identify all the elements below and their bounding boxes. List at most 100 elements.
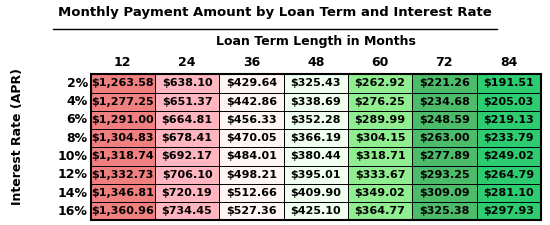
Text: 36: 36 [243,56,260,70]
Text: $349.02: $349.02 [355,188,405,198]
Text: $221.26: $221.26 [419,78,470,88]
Text: $395.01: $395.01 [290,170,341,180]
Text: $456.33: $456.33 [226,115,277,125]
FancyBboxPatch shape [91,184,155,202]
Text: 4%: 4% [67,95,88,108]
Text: $325.38: $325.38 [419,206,470,216]
FancyBboxPatch shape [284,202,348,220]
Text: 84: 84 [500,56,518,70]
Text: $277.89: $277.89 [419,151,470,162]
FancyBboxPatch shape [219,166,284,184]
FancyBboxPatch shape [155,147,219,166]
FancyBboxPatch shape [348,111,412,129]
FancyBboxPatch shape [348,184,412,202]
Text: Loan Term Length in Months: Loan Term Length in Months [216,35,416,48]
Text: $233.79: $233.79 [483,133,534,143]
Text: Interest Rate (APR): Interest Rate (APR) [11,68,24,205]
Text: $234.68: $234.68 [419,97,470,107]
FancyBboxPatch shape [476,166,541,184]
Text: $289.99: $289.99 [354,115,405,125]
FancyBboxPatch shape [219,202,284,220]
Text: $352.28: $352.28 [290,115,341,125]
FancyBboxPatch shape [155,166,219,184]
FancyBboxPatch shape [91,129,155,147]
FancyBboxPatch shape [284,184,348,202]
Text: $297.93: $297.93 [483,206,534,216]
FancyBboxPatch shape [476,184,541,202]
Text: 12: 12 [114,56,131,70]
FancyBboxPatch shape [219,129,284,147]
FancyBboxPatch shape [284,147,348,166]
Text: $276.25: $276.25 [355,97,405,107]
Text: $1,304.83: $1,304.83 [91,133,154,143]
Text: 10%: 10% [58,150,88,163]
FancyBboxPatch shape [155,74,219,92]
Text: $651.37: $651.37 [162,97,212,107]
Text: $734.45: $734.45 [162,206,212,216]
FancyBboxPatch shape [348,74,412,92]
Text: $281.10: $281.10 [483,188,534,198]
FancyBboxPatch shape [91,202,155,220]
FancyBboxPatch shape [412,184,476,202]
FancyBboxPatch shape [476,74,541,92]
Text: $205.03: $205.03 [483,97,534,107]
Text: $429.64: $429.64 [226,78,277,88]
FancyBboxPatch shape [412,202,476,220]
Text: $720.19: $720.19 [162,188,212,198]
Text: 48: 48 [307,56,324,70]
Text: $191.51: $191.51 [483,78,534,88]
FancyBboxPatch shape [219,92,284,111]
FancyBboxPatch shape [348,202,412,220]
FancyBboxPatch shape [219,184,284,202]
Text: $1,360.96: $1,360.96 [91,206,154,216]
FancyBboxPatch shape [155,129,219,147]
Text: 72: 72 [436,56,453,70]
FancyBboxPatch shape [412,166,476,184]
FancyBboxPatch shape [91,147,155,166]
FancyBboxPatch shape [219,74,284,92]
Text: $425.10: $425.10 [290,206,341,216]
Text: $1,346.81: $1,346.81 [91,188,154,198]
Text: $678.41: $678.41 [162,133,212,143]
FancyBboxPatch shape [284,92,348,111]
FancyBboxPatch shape [155,92,219,111]
Text: $219.13: $219.13 [483,115,534,125]
Text: $692.17: $692.17 [162,151,212,162]
Text: $442.86: $442.86 [226,97,277,107]
FancyBboxPatch shape [91,166,155,184]
Text: $309.09: $309.09 [419,188,470,198]
Text: $484.01: $484.01 [226,151,277,162]
Text: $512.66: $512.66 [226,188,277,198]
FancyBboxPatch shape [348,166,412,184]
Text: $249.02: $249.02 [483,151,534,162]
Text: $470.05: $470.05 [226,133,277,143]
FancyBboxPatch shape [219,111,284,129]
Text: $264.79: $264.79 [483,170,534,180]
Text: $333.67: $333.67 [355,170,405,180]
FancyBboxPatch shape [284,166,348,184]
FancyBboxPatch shape [155,202,219,220]
Text: $1,263.58: $1,263.58 [91,78,154,88]
FancyBboxPatch shape [476,147,541,166]
FancyBboxPatch shape [412,147,476,166]
Text: $366.19: $366.19 [290,133,341,143]
Text: Monthly Payment Amount by Loan Term and Interest Rate: Monthly Payment Amount by Loan Term and … [58,6,492,19]
FancyBboxPatch shape [476,129,541,147]
FancyBboxPatch shape [476,202,541,220]
Text: 14%: 14% [58,187,88,200]
Text: $1,332.73: $1,332.73 [91,170,154,180]
FancyBboxPatch shape [412,74,476,92]
FancyBboxPatch shape [284,74,348,92]
FancyBboxPatch shape [412,111,476,129]
Text: 16%: 16% [58,205,88,218]
Text: $664.81: $664.81 [162,115,213,125]
FancyBboxPatch shape [91,92,155,111]
Text: $262.92: $262.92 [355,78,405,88]
FancyBboxPatch shape [476,92,541,111]
Text: $498.21: $498.21 [226,170,277,180]
Text: 12%: 12% [58,168,88,181]
FancyBboxPatch shape [91,74,155,92]
FancyBboxPatch shape [219,147,284,166]
FancyBboxPatch shape [284,111,348,129]
FancyBboxPatch shape [412,92,476,111]
